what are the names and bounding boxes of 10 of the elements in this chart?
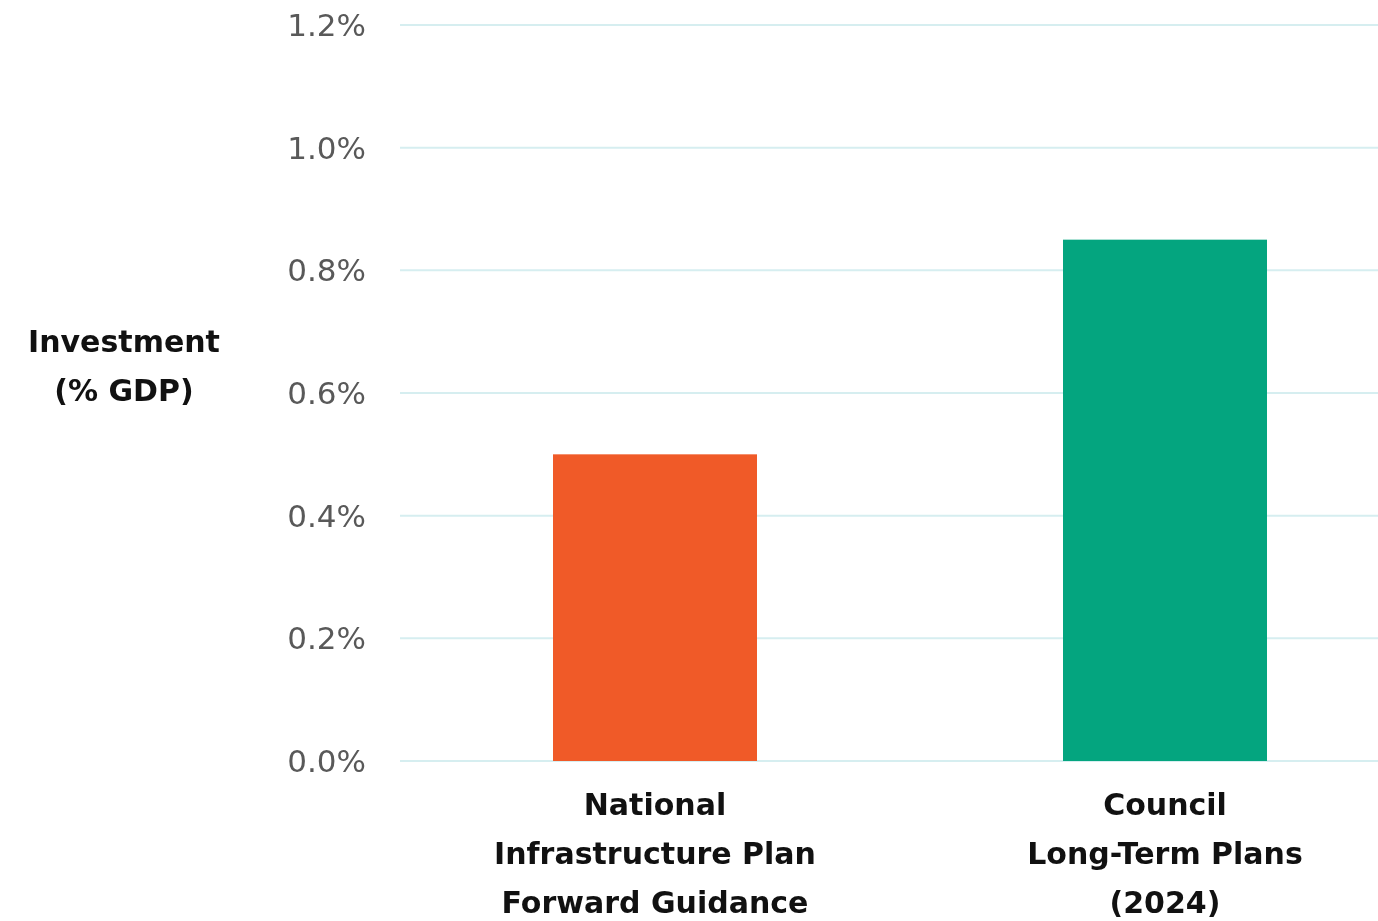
- y-tick-label: 0.0%: [287, 742, 366, 779]
- x-tick-label: Council Long-Term Plans (2024): [1027, 787, 1303, 920]
- y-tick-label: 0.2%: [287, 620, 366, 657]
- y-axis-title: Investment (% GDP): [28, 324, 220, 408]
- y-tick-label: 0.8%: [287, 252, 366, 289]
- y-tick-label: 0.4%: [287, 497, 366, 534]
- x-tick-label: National Infrastructure Plan Forward Guidance: [494, 787, 816, 920]
- y-tick-label: 0.6%: [287, 374, 366, 411]
- y-tick-label: 1.2%: [287, 6, 366, 43]
- y-tick-label: 1.0%: [287, 129, 366, 166]
